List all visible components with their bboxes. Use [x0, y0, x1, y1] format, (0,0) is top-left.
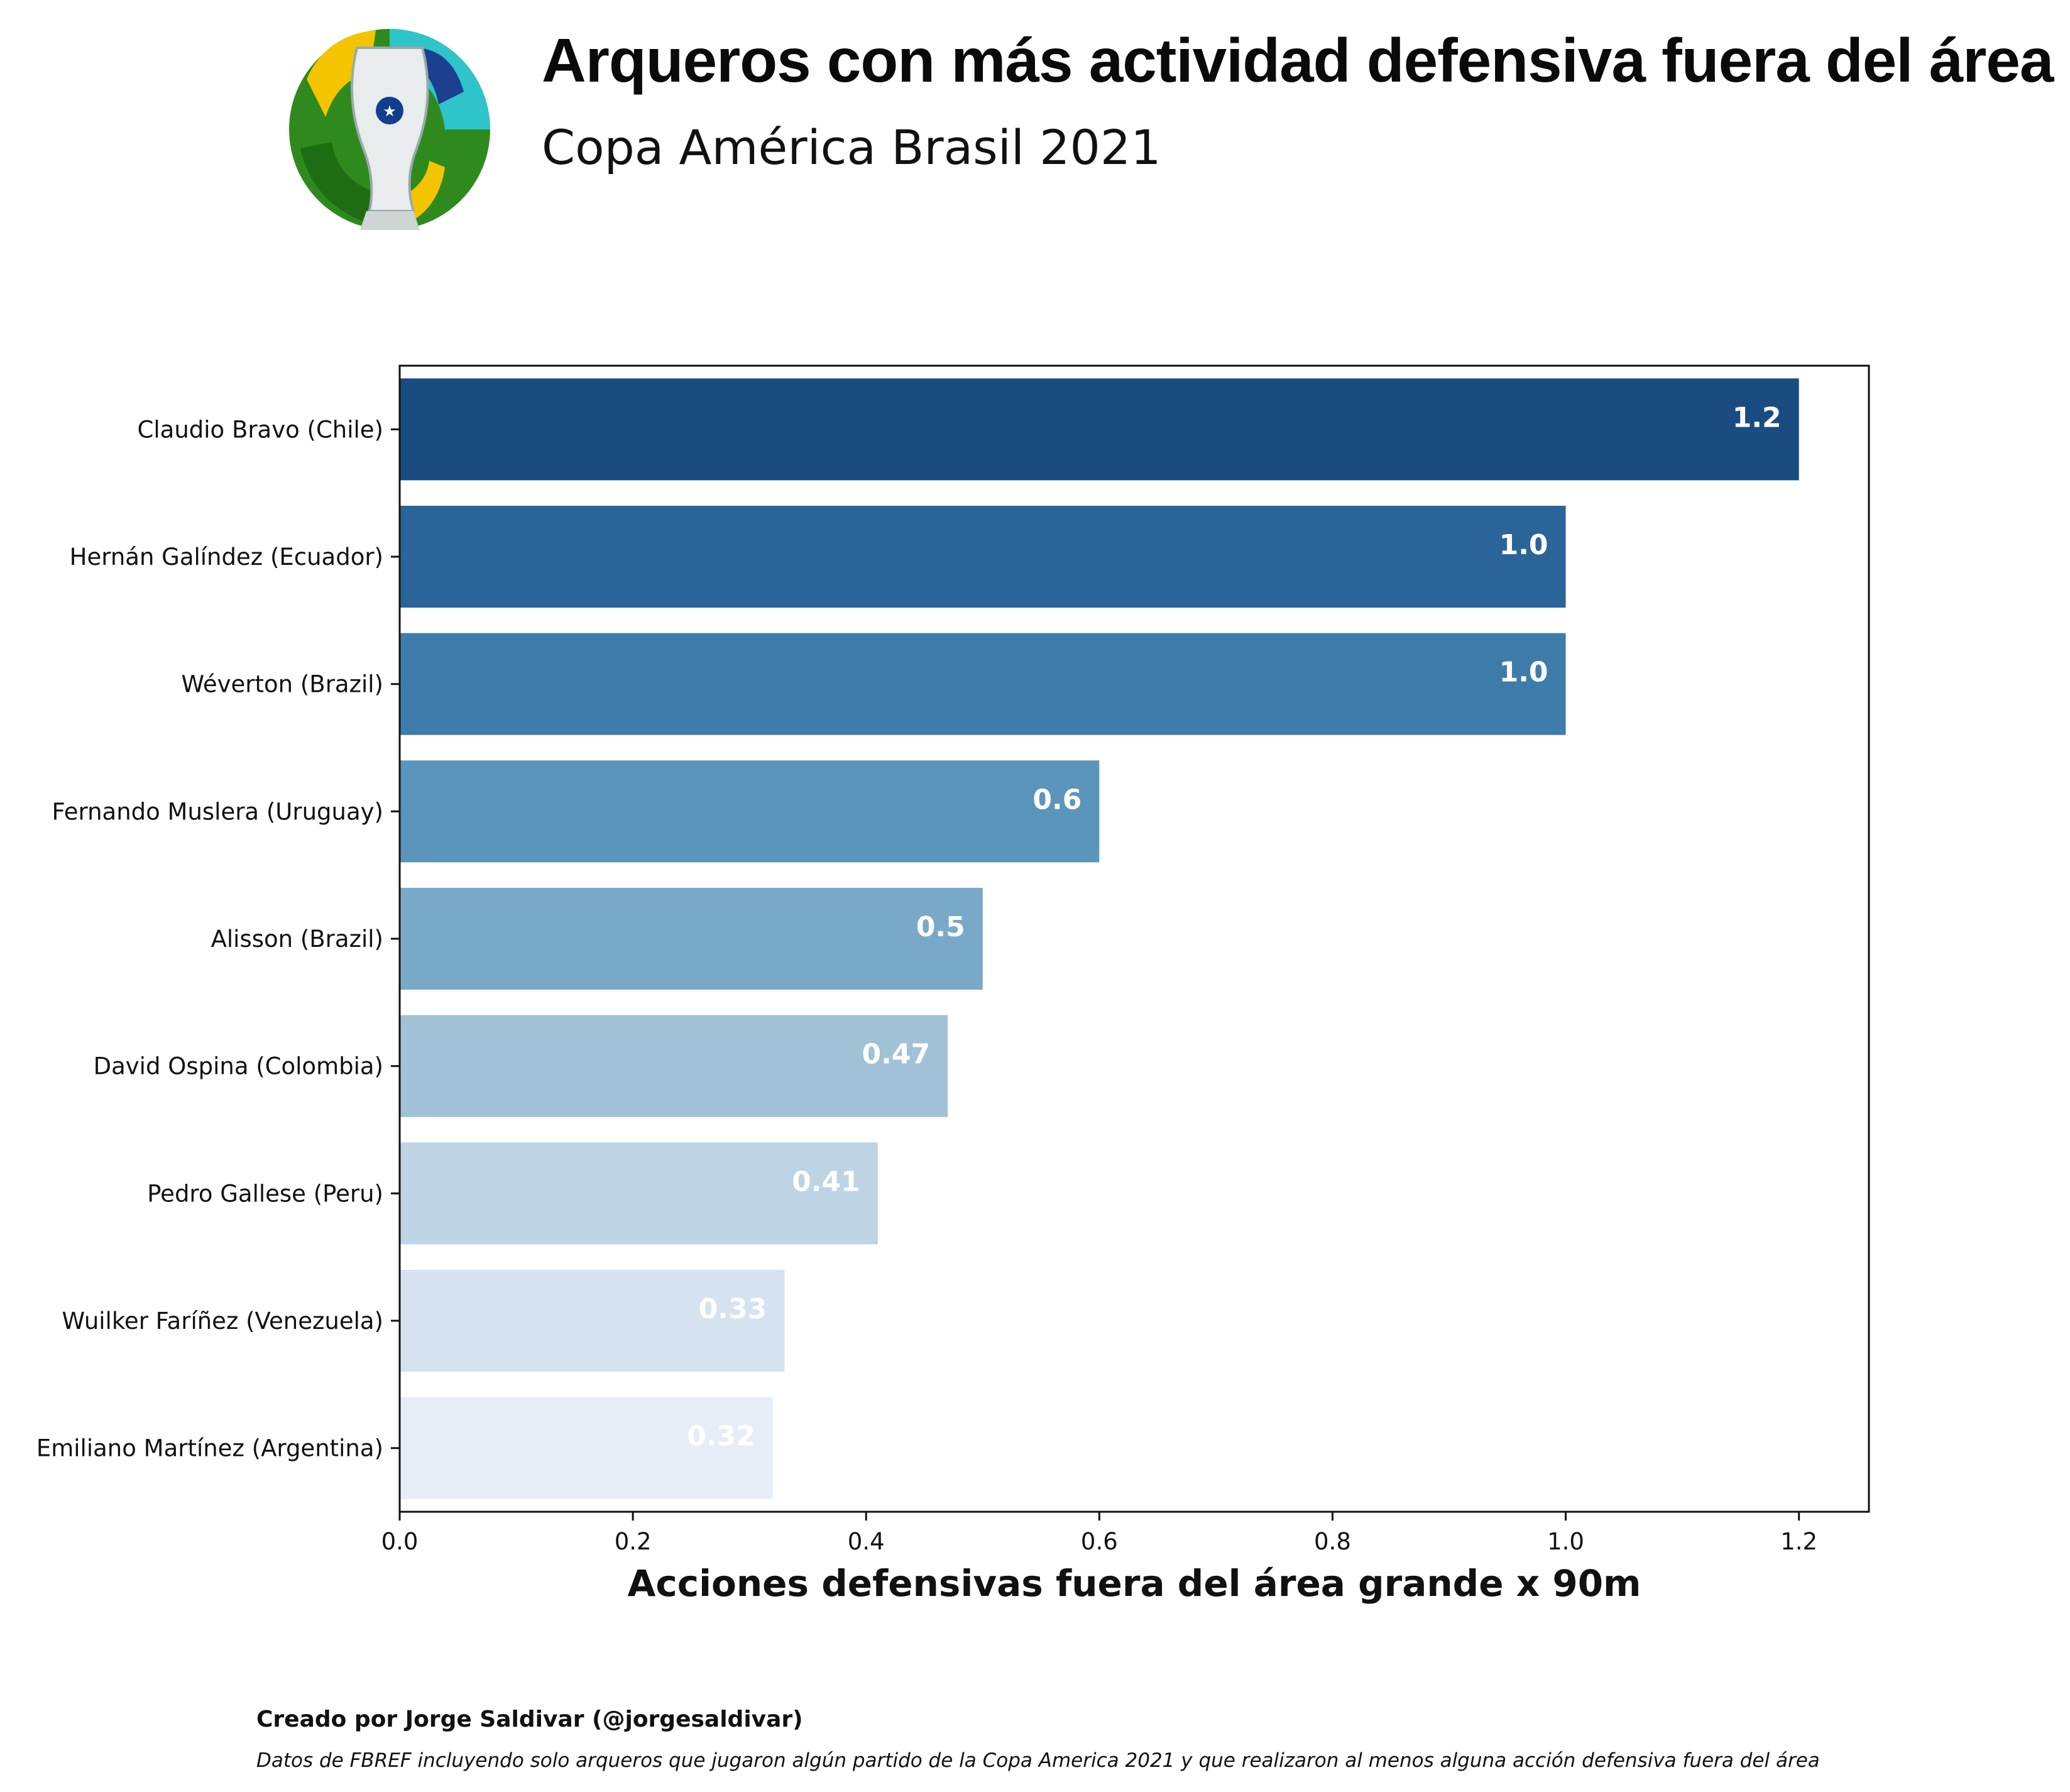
- copa-america-logo-icon: ★: [288, 23, 491, 236]
- bar-chart: Claudio Bravo (Chile) Hernán Galíndez (Ec…: [36, 364, 1870, 1605]
- trophy-logo-icon: ★: [289, 29, 490, 230]
- category-label: Wéverton (Brazil): [181, 671, 383, 698]
- bar: [400, 760, 1100, 863]
- bar: [400, 633, 1566, 735]
- x-tick-label: 0.4: [848, 1528, 885, 1555]
- bar: [400, 505, 1566, 608]
- page-title: Arqueros con más actividad defensiva fue…: [542, 26, 2054, 95]
- x-tick-label: 0.0: [381, 1528, 419, 1555]
- category-label: Alisson (Brazil): [211, 926, 383, 953]
- category-labels: Claudio Bravo (Chile) Hernán Galíndez (Ec…: [36, 416, 400, 1462]
- credit-text: Creado por Jorge Saldivar (@jorgesaldiva…: [256, 1707, 803, 1732]
- bar: [400, 1015, 948, 1117]
- bar: [400, 887, 983, 990]
- category-label: Emiliano Martínez (Argentina): [36, 1435, 383, 1462]
- category-label: Pedro Gallese (Peru): [147, 1180, 383, 1207]
- category-label: David Ospina (Colombia): [94, 1053, 383, 1080]
- value-label: 1.0: [1499, 657, 1548, 689]
- bar: [400, 1269, 785, 1372]
- x-tick-label: 0.8: [1314, 1528, 1351, 1555]
- x-tick-label: 0.2: [615, 1528, 652, 1555]
- value-label: 0.6: [1032, 784, 1082, 816]
- x-tick-label: 1.0: [1547, 1528, 1584, 1555]
- value-label: 0.32: [687, 1421, 755, 1453]
- x-axis-ticks: 0.0 0.2 0.4 0.6 0.8 1.0 1.2: [381, 1512, 1817, 1555]
- category-label: Fernando Muslera (Uruguay): [52, 798, 383, 825]
- svg-text:★: ★: [383, 102, 397, 120]
- value-label: 0.5: [916, 911, 965, 943]
- value-label: 1.2: [1733, 402, 1782, 434]
- category-label: Wuilker Faríñez (Venezuela): [62, 1308, 383, 1335]
- value-label: 0.33: [699, 1293, 767, 1325]
- value-label: 0.47: [862, 1039, 931, 1071]
- x-tick-label: 0.6: [1081, 1528, 1118, 1555]
- value-label: 1.0: [1499, 529, 1548, 561]
- bar: [400, 378, 1799, 481]
- bar: [400, 1397, 773, 1499]
- category-label: Hernán Galíndez (Ecuador): [70, 544, 383, 571]
- x-tick-label: 1.2: [1780, 1528, 1817, 1555]
- bars-group: [400, 378, 1799, 1499]
- plot-frame: [398, 364, 1870, 1513]
- category-label: Claudio Bravo (Chile): [138, 416, 383, 443]
- value-label: 0.41: [792, 1166, 860, 1198]
- source-note: Datos de FBREF incluyendo solo arqueros …: [256, 1749, 1820, 1772]
- x-axis-label: Acciones defensivas fuera del área grand…: [628, 1562, 1641, 1605]
- bar: [400, 1142, 878, 1245]
- page-subtitle: Copa América Brasil 2021: [542, 119, 1161, 175]
- value-labels: 1.2 1.0 1.0 0.6 0.5 0.47 0.41 0.33 0.32: [687, 402, 1781, 1452]
